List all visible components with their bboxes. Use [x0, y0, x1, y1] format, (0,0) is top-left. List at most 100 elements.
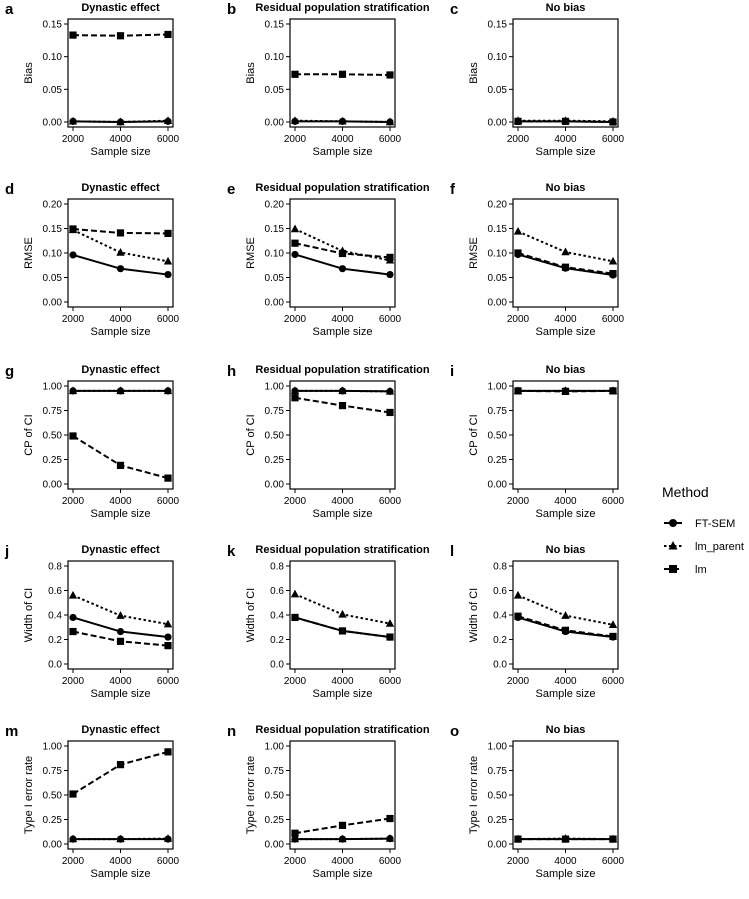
point-lm-i-0	[514, 387, 522, 395]
y-tick-label-n-0: 0.00	[265, 840, 285, 851]
y-tick-label-m-3: 0.75	[43, 766, 63, 777]
legend-item-label-lm-parent: lm_parent	[695, 541, 744, 553]
y-axis-label-d: RMSE	[23, 237, 35, 269]
legend: Method FT-SEM lm_parent lm	[662, 484, 744, 576]
y-tick-label-c-1: 0.05	[488, 85, 508, 96]
point-lm-k-1	[338, 627, 347, 635]
y-axis-label-b: Bias	[245, 62, 257, 84]
y-tick-label-k-1: 0.2	[270, 635, 284, 646]
series-line-lm-parent-k	[294, 593, 391, 625]
legend-item-lm-parent: lm_parent	[664, 541, 744, 553]
legend-key-marker-ft-sem	[669, 519, 677, 527]
y-tick-label-h-4: 1.00	[265, 382, 285, 393]
panel-letter-f: f	[450, 181, 456, 198]
x-tick-label-a-1: 4000	[109, 134, 132, 145]
y-tick-label-m-2: 0.50	[43, 791, 63, 802]
point-lm-i-1	[561, 387, 570, 395]
y-tick-label-o-1: 0.25	[488, 815, 508, 826]
y-tick-label-i-2: 0.50	[488, 431, 508, 442]
y-tick-label-e-2: 0.10	[265, 249, 285, 260]
y-axis-label-l: Width of CI	[468, 588, 480, 642]
point-lm-parent-n-1	[338, 834, 347, 843]
panel-title-m: Dynastic effect	[81, 724, 160, 736]
point-lm-parent-a-0	[68, 116, 78, 125]
x-axis-label-h: Sample size	[313, 508, 373, 520]
x-tick-label-i-1: 4000	[554, 496, 577, 507]
x-tick-label-h-2: 6000	[379, 496, 402, 507]
panels-group: a Dynastic effect 0.00 0.05 0.10 0.15 2000 4000…	[4, 1, 625, 880]
point-ft-sem-d-2	[164, 270, 172, 279]
y-axis-label-h: CP of CI	[245, 414, 257, 455]
point-lm-parent-l-1	[561, 611, 570, 619]
y-tick-label-i-3: 0.75	[488, 406, 508, 417]
y-tick-label-j-1: 0.2	[48, 635, 62, 646]
plot-frame-n	[289, 740, 396, 850]
x-tick-label-n-0: 2000	[284, 856, 307, 867]
point-lm-parent-b-1	[338, 116, 347, 125]
series-line-lm-g	[72, 435, 169, 480]
y-tick-label-e-4: 0.20	[265, 200, 285, 211]
panel-title-f: No bias	[546, 182, 586, 194]
panel-letter-k: k	[227, 543, 236, 560]
panel-letter-j: j	[4, 543, 9, 560]
panel-title-i: No bias	[546, 364, 586, 376]
point-lm-d-1	[116, 229, 125, 237]
panel-a: a Dynastic effect 0.00 0.05 0.10 0.15 2000 4000…	[5, 1, 180, 158]
point-lm-parent-a-1	[116, 117, 125, 126]
x-tick-label-b-1: 4000	[331, 134, 354, 145]
point-lm-k-2	[386, 633, 394, 641]
series-line-lm-m	[72, 750, 169, 795]
plot-frame-g	[67, 380, 174, 490]
x-tick-label-b-0: 2000	[284, 134, 307, 145]
plot-frame-h	[289, 380, 396, 490]
panel-title-b: Residual population stratification	[255, 2, 429, 14]
panel-title-g: Dynastic effect	[81, 364, 160, 376]
point-lm-parent-m-1	[116, 834, 125, 843]
x-axis-label-f: Sample size	[536, 326, 596, 338]
point-lm-h-0	[291, 394, 299, 402]
y-tick-label-d-3: 0.15	[43, 224, 63, 235]
point-lm-d-0	[69, 225, 77, 233]
y-tick-label-m-1: 0.25	[43, 815, 63, 826]
panel-letter-c: c	[450, 1, 458, 18]
panel-letter-h: h	[227, 363, 236, 380]
point-lm-o-2	[609, 835, 617, 843]
x-tick-label-c-1: 4000	[554, 134, 577, 145]
point-lm-parent-e-0	[290, 224, 300, 233]
x-tick-label-d-2: 6000	[157, 314, 180, 325]
y-tick-label-g-4: 1.00	[43, 382, 63, 393]
point-ft-sem-d-0	[69, 251, 77, 259]
y-tick-label-b-3: 0.15	[265, 20, 285, 31]
plot-frame-o	[512, 740, 619, 850]
y-tick-label-k-2: 0.4	[270, 611, 284, 622]
y-tick-label-l-4: 0.8	[493, 562, 507, 573]
panel-o: o No bias 0.00 0.25 0.50 0.75 1.00 2000 4000 6000…	[450, 723, 625, 880]
y-tick-label-o-4: 1.00	[488, 742, 508, 753]
y-tick-label-g-3: 0.75	[43, 406, 63, 417]
y-tick-label-l-0: 0.0	[493, 660, 507, 671]
x-axis-label-c: Sample size	[536, 146, 596, 158]
point-lm-parent-f-1	[561, 247, 570, 256]
point-lm-a-0	[69, 31, 77, 39]
panel-title-e: Residual population stratification	[255, 182, 429, 194]
point-lm-a-2	[164, 30, 172, 39]
y-tick-label-j-2: 0.4	[48, 611, 62, 622]
panel-letter-g: g	[5, 363, 14, 380]
y-tick-label-i-1: 0.25	[488, 455, 508, 466]
legend-title: Method	[662, 484, 709, 500]
x-tick-label-j-0: 2000	[62, 676, 85, 687]
y-tick-label-m-0: 0.00	[43, 840, 63, 851]
point-lm-n-0	[291, 829, 299, 837]
y-axis-label-g: CP of CI	[23, 414, 35, 455]
y-tick-label-j-0: 0.0	[48, 660, 62, 671]
x-tick-label-j-1: 4000	[109, 676, 132, 687]
x-tick-label-l-0: 2000	[507, 676, 530, 687]
point-lm-g-2	[164, 474, 172, 482]
point-lm-parent-l-2	[608, 620, 618, 628]
x-tick-label-h-1: 4000	[331, 496, 354, 507]
x-tick-label-n-2: 6000	[379, 856, 402, 867]
point-lm-c-2	[609, 118, 617, 126]
panel-d: d Dynastic effect 0.00 0.05 0.10 0.15 0.20 2000…	[5, 181, 180, 338]
point-lm-d-2	[164, 229, 172, 237]
x-tick-label-c-0: 2000	[507, 134, 530, 145]
